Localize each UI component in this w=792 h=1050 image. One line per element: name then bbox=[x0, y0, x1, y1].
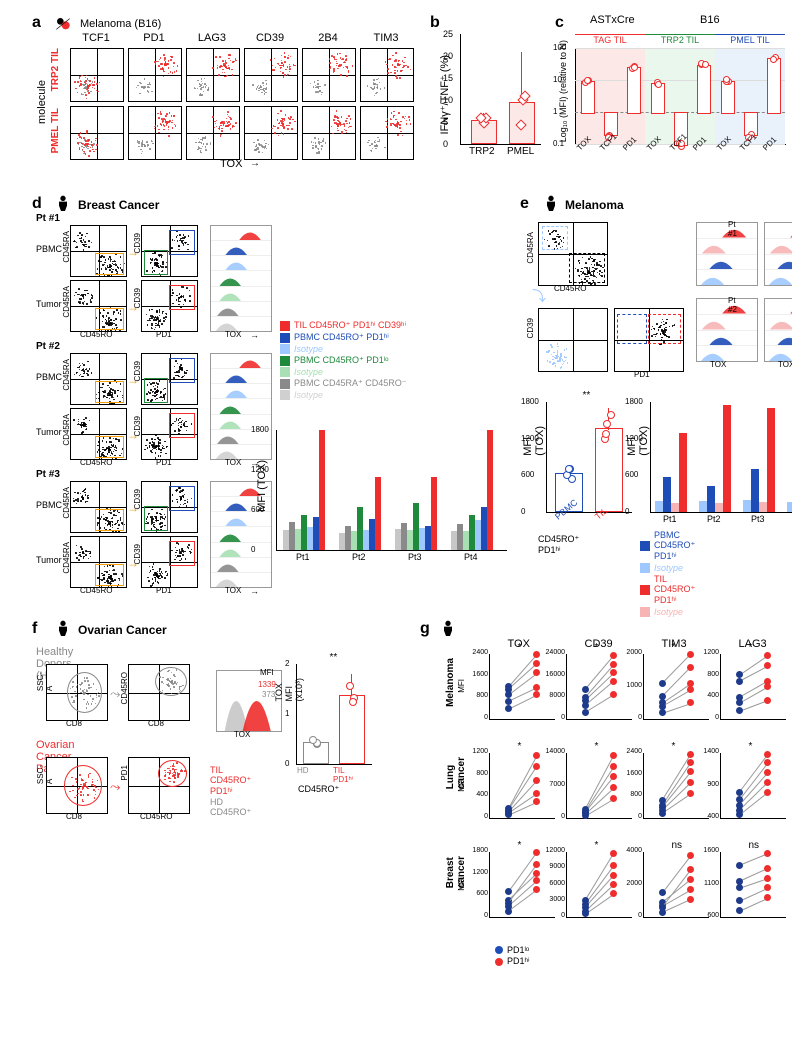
panel-c-bar bbox=[627, 67, 641, 114]
panel-c-bar bbox=[697, 65, 711, 114]
panel-e-title: Melanoma bbox=[565, 198, 624, 212]
flow-scatter bbox=[128, 106, 182, 160]
flow-scatter bbox=[70, 48, 124, 102]
panel-d-barchart: 060012001800Pt1Pt2Pt3Pt4 bbox=[276, 430, 507, 551]
flow-scatter bbox=[538, 308, 608, 372]
panel-a-colhead: TIM3 bbox=[360, 32, 412, 44]
flow-scatter bbox=[186, 106, 240, 160]
panel-d-label: d bbox=[32, 195, 42, 213]
flow-scatter bbox=[302, 48, 356, 102]
panel-c-bar bbox=[767, 58, 781, 114]
panel-a-colhead: CD39 bbox=[244, 32, 296, 44]
panel-b-chart: 0510152025TRP2PMEL bbox=[460, 34, 541, 145]
xtick: TRP2 bbox=[469, 146, 495, 157]
panel-c-ylabel: Log₁₀ (MFI) (relative to N) bbox=[558, 40, 568, 142]
panel-a-colhead: LAG3 bbox=[186, 32, 238, 44]
human-icon-e bbox=[543, 195, 559, 211]
panel-a-title: Melanoma (B16) bbox=[80, 18, 161, 30]
panel-a-xarrow: → bbox=[250, 158, 260, 169]
paired-dot-chart: 010002000 bbox=[643, 654, 709, 720]
panel-d-bar-ylabel: MFI (TOX) bbox=[256, 460, 268, 512]
human-icon-d bbox=[55, 195, 71, 211]
paired-dot-chart: 60011001600 bbox=[720, 852, 786, 918]
xtick: PMEL bbox=[507, 146, 534, 157]
panel-c-chart: TAG TILTRP2 TILPMEL TIL0.1110100TOXTCF1P… bbox=[575, 28, 785, 144]
legend-item: PBMC CD45RO⁺ PD1ˡᵒ bbox=[280, 355, 407, 366]
flow-scatter bbox=[360, 48, 414, 102]
legend-item: Isotype bbox=[280, 367, 407, 377]
flow-scatter bbox=[244, 48, 298, 102]
panel-g-marker: LAG3 bbox=[739, 638, 767, 650]
panel-b-ylabel: IFNγ⁺/TNF⁺ (%) bbox=[438, 55, 451, 134]
legend-item: PBMC CD45RA⁺ CD45RO⁻ bbox=[280, 378, 407, 389]
flow-scatter bbox=[360, 106, 414, 160]
panel-c-bar bbox=[581, 81, 595, 114]
panel-c-head-right: B16 bbox=[700, 14, 720, 26]
panel-b-label: b bbox=[430, 14, 440, 32]
panel-f-title: Ovarian Cancer bbox=[78, 623, 167, 637]
panel-d-title: Breast Cancer bbox=[78, 198, 159, 212]
flow-scatter bbox=[128, 48, 182, 102]
flow-scatter bbox=[186, 48, 240, 102]
paired-dot-chart: 080016002400 bbox=[489, 654, 555, 720]
panel-a-colhead: 2B4 bbox=[302, 32, 354, 44]
flow-scatter bbox=[244, 106, 298, 160]
panel-c-section: TRP2 TIL bbox=[645, 34, 715, 45]
panel-f-label: f bbox=[32, 620, 37, 638]
legend-item: Isotype bbox=[280, 390, 407, 400]
legend-item: PBMC CD45RO⁺ PD1ʰⁱ bbox=[280, 332, 407, 343]
panel-a-xaxis: TOX bbox=[220, 158, 242, 170]
ytick: 0 bbox=[443, 139, 448, 149]
figure-container: a Melanoma (B16) TCF1PD1LAG3CD392B4TIM3 … bbox=[0, 0, 792, 1050]
tox-hist bbox=[210, 353, 272, 460]
paired-dot-chart: 4009001400 bbox=[720, 753, 786, 819]
panel-e-summary-chart: 060012001800PBMCTIL bbox=[546, 402, 632, 513]
mouse-icon bbox=[55, 16, 71, 32]
panel-a-colhead: TCF1 bbox=[70, 32, 122, 44]
panel-c-section: PMEL TIL bbox=[715, 34, 785, 45]
legend-item: Isotype bbox=[280, 344, 407, 354]
flow-scatter bbox=[70, 106, 124, 160]
panel-a-row1: PMEL TIL bbox=[50, 108, 61, 153]
panel-d-legend: TIL CD45RO⁺ PD1ʰⁱ CD39ʰⁱPBMC CD45RO⁺ PD1… bbox=[280, 320, 407, 401]
human-icon-f bbox=[55, 620, 71, 636]
panel-d-patient: Pt #2 bbox=[36, 341, 60, 352]
panel-d-patient: Pt #3 bbox=[36, 469, 60, 480]
panel-c-head-left: ASTxCre bbox=[590, 14, 635, 26]
panel-g-label: g bbox=[420, 620, 430, 638]
panel-a-row0: TRP2 TIL bbox=[50, 48, 61, 91]
panel-a-colhead: PD1 bbox=[128, 32, 180, 44]
panel-c-bar bbox=[721, 81, 735, 114]
panel-d-patient: Pt #1 bbox=[36, 213, 60, 224]
tox-hist bbox=[210, 225, 272, 332]
panel-c-section: TAG TIL bbox=[575, 34, 645, 45]
panel-a-yaxis: molecule bbox=[36, 80, 48, 124]
panel-e-label: e bbox=[520, 195, 529, 213]
flow-scatter bbox=[302, 106, 356, 160]
panel-g-marker: CD39 bbox=[585, 638, 613, 650]
legend-item: TIL CD45RO⁺ PD1ʰⁱ CD39ʰⁱ bbox=[280, 320, 407, 331]
ytick: 25 bbox=[443, 29, 453, 39]
panel-a-label: a bbox=[32, 14, 41, 32]
paired-dot-chart: 04008001200 bbox=[720, 654, 786, 720]
paired-dot-chart: 0700014000 bbox=[566, 753, 632, 819]
human-icon-g bbox=[440, 620, 456, 636]
panel-c-label: c bbox=[555, 14, 564, 32]
